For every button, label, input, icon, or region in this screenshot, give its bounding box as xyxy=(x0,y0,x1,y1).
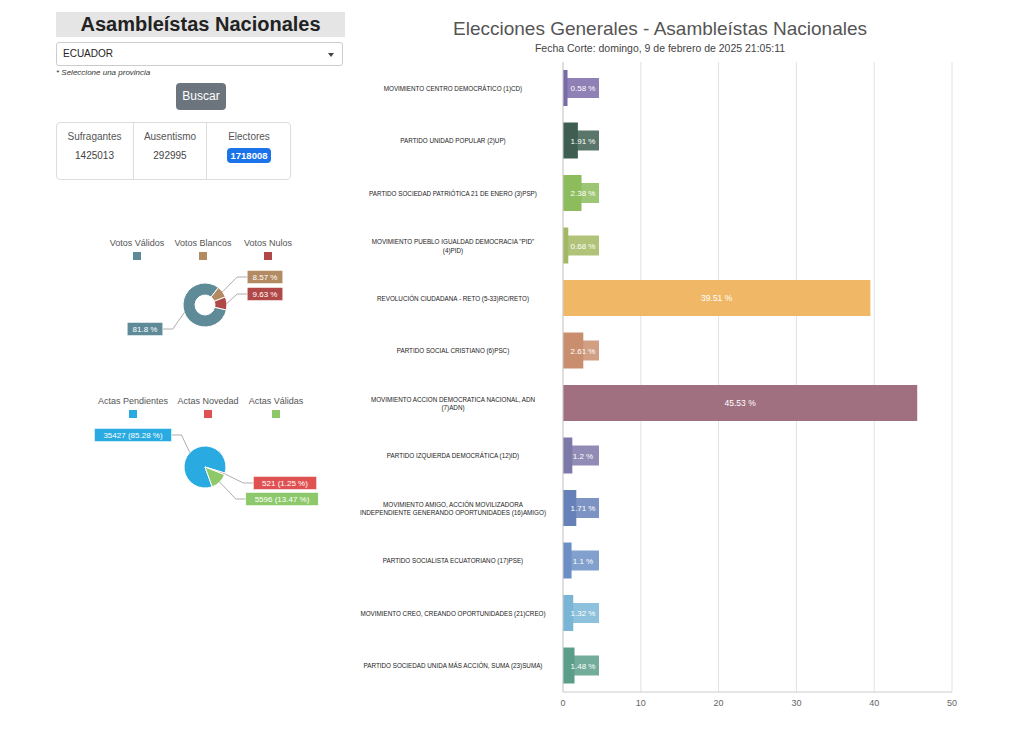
html-text:Votos Nulos: Votos Nulos xyxy=(244,238,292,248)
html-text:Actas Pendientes: Actas Pendientes xyxy=(98,396,168,406)
html-text:1425013: 1425013 xyxy=(75,150,114,161)
svg-text:1.48 %: 1.48 % xyxy=(571,662,596,671)
svg-text:30: 30 xyxy=(791,698,801,708)
html-text:Votos Válidos: Votos Válidos xyxy=(109,238,165,248)
html-text:Elecciones Generales - Asamble: Elecciones Generales - Asambleístas Naci… xyxy=(453,18,867,39)
html-text:Votos Blancos: Votos Blancos xyxy=(174,238,232,248)
svg-text:PARTIDO SOCIALISTA ECUATORIANO: PARTIDO SOCIALISTA ECUATORIANO (17)PSE) xyxy=(383,557,523,565)
html-text:* Seleccione una provincia: * Seleccione una provincia xyxy=(56,68,151,77)
svg-text:PARTIDO UNIDAD POPULAR (2)UP): PARTIDO UNIDAD POPULAR (2)UP) xyxy=(400,137,505,145)
svg-text:INDEPENDIENTE GENERANDO OPORTU: INDEPENDIENTE GENERANDO OPORTUNIDADES (1… xyxy=(360,509,546,517)
svg-text:(7)ADN): (7)ADN) xyxy=(441,404,464,412)
html-text:Asambleístas Nacionales: Asambleístas Nacionales xyxy=(80,13,321,35)
svg-text:81.8 %: 81.8 % xyxy=(133,325,158,334)
html-text:292995: 292995 xyxy=(153,150,187,161)
svg-text:1.2 %: 1.2 % xyxy=(573,452,593,461)
svg-text:0.58 %: 0.58 % xyxy=(571,84,596,93)
svg-text:40: 40 xyxy=(869,698,879,708)
svg-text:50: 50 xyxy=(947,698,957,708)
html-text:Fecha Corte: domingo, 9 de feb: Fecha Corte: domingo, 9 de febrero de 20… xyxy=(534,42,786,54)
svg-text:1.71 %: 1.71 % xyxy=(571,504,596,513)
html-text:Actas Válidas: Actas Válidas xyxy=(248,396,304,406)
svg-text:0: 0 xyxy=(560,698,565,708)
html-text:1718008: 1718008 xyxy=(230,150,268,161)
svg-text:45.53 %: 45.53 % xyxy=(725,398,757,408)
svg-text:1.1 %: 1.1 % xyxy=(573,557,593,566)
svg-text:9.63 %: 9.63 % xyxy=(253,290,278,299)
svg-text:MOVIMIENTO ACCION DEMOCRATICA: MOVIMIENTO ACCION DEMOCRATICA NACIONAL, … xyxy=(371,396,536,403)
svg-text:(4)PID): (4)PID) xyxy=(443,247,463,255)
svg-text:39.51 %: 39.51 % xyxy=(701,293,733,303)
svg-text:MOVIMIENTO PUEBLO IGUALDAD DEM: MOVIMIENTO PUEBLO IGUALDAD DEMOCRACIA "P… xyxy=(372,238,535,245)
html-text:Electores: Electores xyxy=(228,131,270,142)
svg-text:PARTIDO SOCIAL CRISTIANO (6)PS: PARTIDO SOCIAL CRISTIANO (6)PSC) xyxy=(397,347,510,355)
html-text:ECUADOR: ECUADOR xyxy=(63,48,113,59)
svg-text:PARTIDO SOCIEDAD UNIDA MÁS ACC: PARTIDO SOCIEDAD UNIDA MÁS ACCIÓN, SUMA … xyxy=(364,661,543,670)
svg-text:0.68 %: 0.68 % xyxy=(571,242,596,251)
html-text:Actas Novedad: Actas Novedad xyxy=(177,396,239,406)
svg-text:2.38 %: 2.38 % xyxy=(571,189,596,198)
html-text:Ausentismo: Ausentismo xyxy=(143,131,197,142)
svg-text:1.32 %: 1.32 % xyxy=(571,609,596,618)
svg-text:PARTIDO SOCIEDAD PATRIÓTICA 21: PARTIDO SOCIEDAD PATRIÓTICA 21 DE ENERO … xyxy=(369,189,537,198)
svg-text:MOVIMIENTO AMIGO, ACCIÓN MOVIL: MOVIMIENTO AMIGO, ACCIÓN MOVILIZADORA xyxy=(383,500,524,508)
svg-text:5596 (13.47 %): 5596 (13.47 %) xyxy=(255,495,310,504)
svg-text:20: 20 xyxy=(714,698,724,708)
svg-text:MOVIMIENTO CENTRO DEMOCRÁTICO: MOVIMIENTO CENTRO DEMOCRÁTICO (1)CD) xyxy=(384,84,522,93)
svg-text:35427 (85.28 %): 35427 (85.28 %) xyxy=(103,431,162,440)
html-text:Buscar: Buscar xyxy=(182,89,220,103)
svg-text:PARTIDO IZQUIERDA DEMOCRÁTICA: PARTIDO IZQUIERDA DEMOCRÁTICA (12)ID) xyxy=(387,451,519,460)
html-text:Sufragantes: Sufragantes xyxy=(67,131,122,142)
svg-text:REVOLUCIÓN CIUDADANA - RETO (5: REVOLUCIÓN CIUDADANA - RETO (5-33)RC/RET… xyxy=(377,294,529,303)
svg-text:MOVIMIENTO CREO, CREANDO OPORT: MOVIMIENTO CREO, CREANDO OPORTUNIDADES (… xyxy=(360,610,545,618)
svg-text:521 (1.25 %): 521 (1.25 %) xyxy=(262,479,308,488)
svg-text:10: 10 xyxy=(636,698,646,708)
svg-text:8.57 %: 8.57 % xyxy=(253,273,278,282)
svg-text:1.91 %: 1.91 % xyxy=(571,137,596,146)
svg-text:2.61 %: 2.61 % xyxy=(571,347,596,356)
